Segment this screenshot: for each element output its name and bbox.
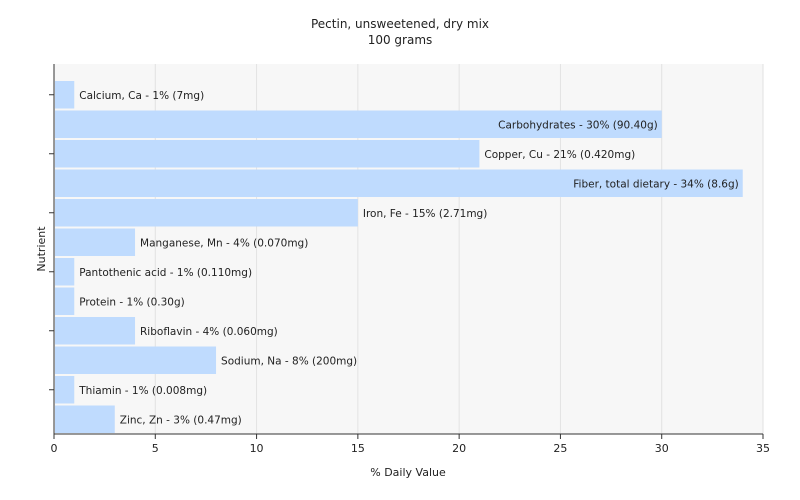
bar-data-label: Protein - 1% (0.30g) [79,296,185,308]
x-tick-label: 35 [756,442,770,455]
bar [55,346,217,374]
y-axis-label: Nutrient [35,226,48,272]
bar [55,405,115,433]
bar [55,287,75,315]
bar [55,110,662,138]
x-tick-label: 25 [553,442,567,455]
bar-data-label: Iron, Fe - 15% (2.71mg) [363,208,487,220]
x-tick-label: 0 [51,442,58,455]
axes: 0 5 10 15 20 25 30 35 [49,64,770,455]
bar [55,140,480,168]
bar-data-label: Zinc, Zn - 3% (0.47mg) [120,414,242,426]
bar [55,376,75,404]
x-tick-label: 5 [152,442,159,455]
bar [55,258,75,286]
bar-data-label: Fiber, total dietary - 34% (8.6g) [573,178,738,190]
x-axis-label: % Daily Value [370,466,446,479]
bar-data-label: Calcium, Ca - 1% (7mg) [79,90,204,102]
x-tick-label: 30 [655,442,669,455]
bar-data-label: Riboflavin - 4% (0.060mg) [140,326,278,338]
x-tick-label: 20 [452,442,466,455]
bars: Calcium, Ca - 1% (7mg) Carbohydrates - 30… [55,81,743,433]
x-tick-label: 15 [351,442,365,455]
chart-subtitle: 100 grams [368,33,433,47]
bar-data-label: Pantothenic acid - 1% (0.110mg) [79,267,252,279]
bar-data-label: Sodium, Na - 8% (200mg) [221,355,357,367]
x-tick-label: 10 [250,442,264,455]
bar-data-label: Thiamin - 1% (0.008mg) [78,385,207,397]
bar [55,169,743,197]
bar-data-label: Manganese, Mn - 4% (0.070mg) [140,237,308,249]
bar [55,81,75,109]
bar-data-label: Carbohydrates - 30% (90.40g) [498,119,658,131]
chart-title: Pectin, unsweetened, dry mix [311,17,489,31]
bar [55,199,358,227]
bar [55,228,136,256]
bar [55,317,136,345]
bar-data-label: Copper, Cu - 21% (0.420mg) [484,149,635,161]
